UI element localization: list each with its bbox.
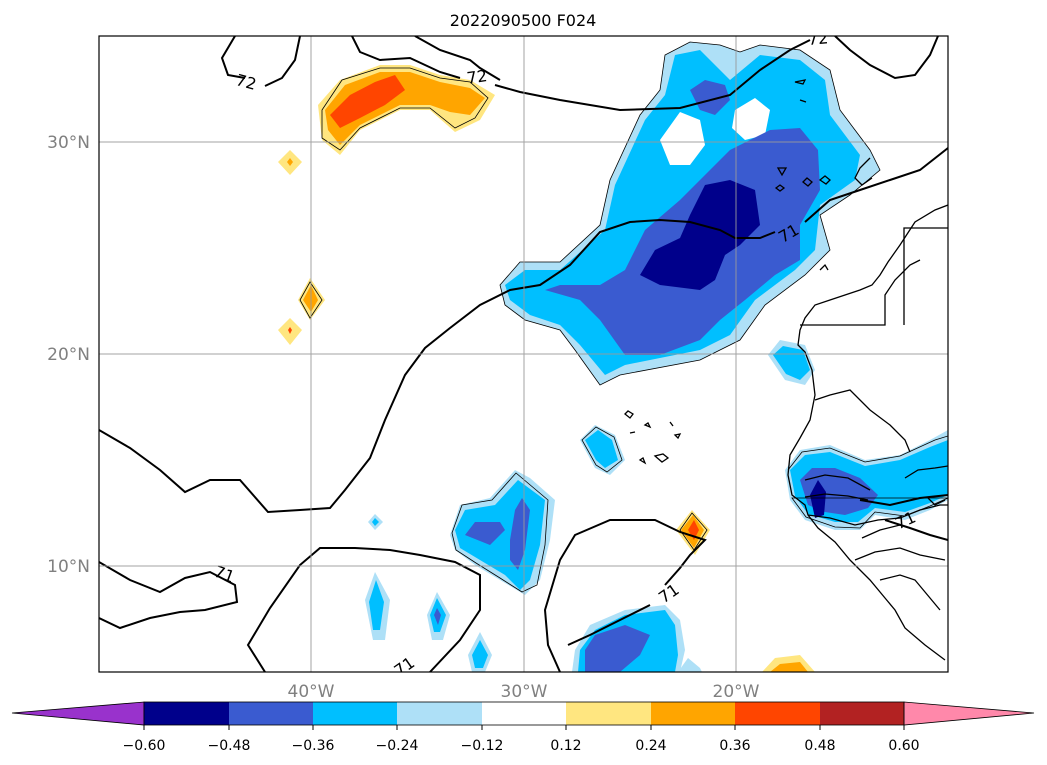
colorbar-tick-label: 0.48 [804,738,835,754]
colorbar-bin [735,702,820,725]
contour-label: 72 [234,70,259,94]
colorbar-tick-label: −0.36 [292,738,335,754]
contour-label: 72 [807,28,829,49]
contour-label: 72 [466,66,489,88]
anomaly-region-northeast [500,42,880,385]
colorbar-tick-label: −0.24 [376,738,419,754]
map-frame [98,35,949,673]
anomaly-outlines [299,41,948,593]
colorbar-bin [820,702,904,725]
gridlines [99,36,948,672]
longitude-labels: 40°W 30°W 20°W [288,682,760,702]
figure-title: 2022090500 F024 [450,11,597,30]
colorbar-tick-label: −0.12 [461,738,504,754]
lon-label: 20°W [713,682,760,702]
colorbar-bin [651,702,735,725]
colorbar-over-arrow [903,701,1035,726]
colorbar-bin [313,702,397,725]
anomaly-region-central [365,425,702,672]
colorbar-bin [397,702,482,725]
map-panel: 72 72 72 71 71 71 71 71 [99,28,948,672]
colorbar: −0.60 −0.48 −0.36 −0.24 −0.12 0.12 0.24 … [11,701,1035,754]
colorbar-bin [229,702,313,725]
colorbar-bin [566,702,651,725]
lat-label: 10°N [47,557,90,577]
colorbar-under-arrow [11,701,145,726]
coastlines [624,79,948,661]
anomaly-region-northwest [318,65,495,155]
colorbar-tick-label: 0.60 [888,738,919,754]
colorbar-tick-label: −0.48 [208,738,251,754]
colorbar-bin [482,702,566,725]
lon-label: 30°W [501,682,548,702]
lon-label: 40°W [288,682,335,702]
lat-label: 30°N [47,133,90,153]
height-contours [99,36,948,672]
colorbar-bin [144,702,229,725]
lat-label: 20°N [47,345,90,365]
colorbar-tick-label: 0.24 [635,738,666,754]
colorbar-tick-label: 0.12 [550,738,581,754]
colorbar-tick-label: 0.36 [719,738,750,754]
colorbar-tick-label: −0.60 [123,738,166,754]
latitude-labels: 30°N 20°N 10°N [47,133,90,577]
